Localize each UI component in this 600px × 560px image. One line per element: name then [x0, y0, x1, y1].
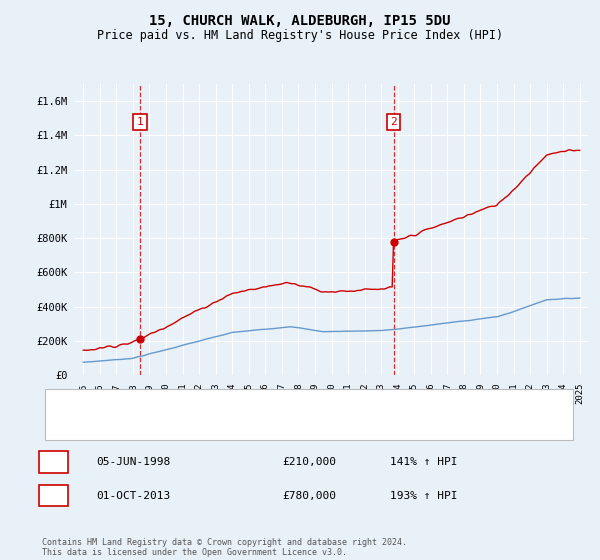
Text: 141% ↑ HPI: 141% ↑ HPI: [390, 457, 458, 467]
Text: 2: 2: [390, 117, 397, 127]
Text: 2: 2: [50, 491, 57, 501]
Text: 15, CHURCH WALK, ALDEBURGH, IP15 5DU: 15, CHURCH WALK, ALDEBURGH, IP15 5DU: [149, 14, 451, 28]
Text: 15, CHURCH WALK, ALDEBURGH, IP15 5DU (detached house): 15, CHURCH WALK, ALDEBURGH, IP15 5DU (de…: [99, 398, 430, 408]
Text: 1: 1: [50, 457, 57, 467]
Text: £210,000: £210,000: [282, 457, 336, 467]
Text: HPI: Average price, detached house, East Suffolk: HPI: Average price, detached house, East…: [99, 422, 399, 432]
Text: Price paid vs. HM Land Registry's House Price Index (HPI): Price paid vs. HM Land Registry's House …: [97, 29, 503, 42]
Text: 01-OCT-2013: 01-OCT-2013: [96, 491, 170, 501]
Text: 05-JUN-1998: 05-JUN-1998: [96, 457, 170, 467]
Text: 193% ↑ HPI: 193% ↑ HPI: [390, 491, 458, 501]
Text: 1: 1: [136, 117, 143, 127]
Text: £780,000: £780,000: [282, 491, 336, 501]
Text: Contains HM Land Registry data © Crown copyright and database right 2024.
This d: Contains HM Land Registry data © Crown c…: [42, 538, 407, 557]
